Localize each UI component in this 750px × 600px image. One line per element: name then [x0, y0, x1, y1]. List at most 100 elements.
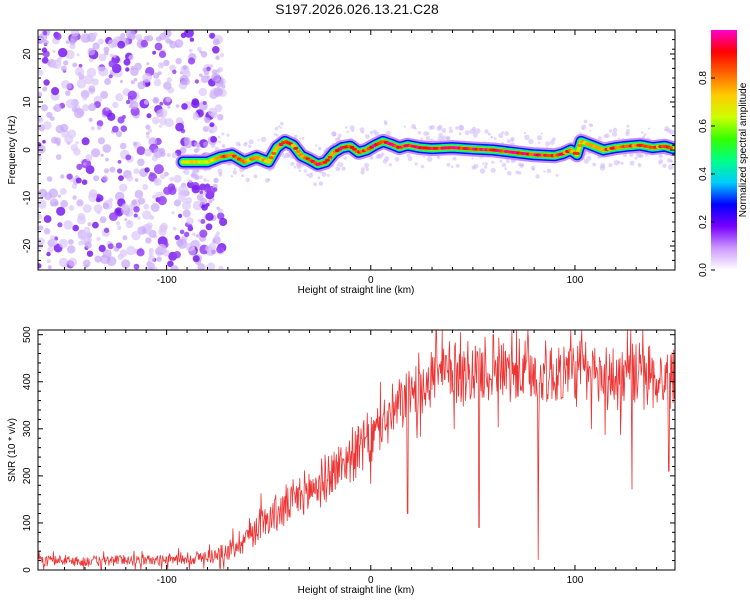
x-tick-label: -100 [157, 575, 177, 586]
noise-point [377, 153, 381, 157]
noise-point [50, 235, 55, 241]
noise-point [441, 128, 447, 133]
noise-point [501, 131, 505, 134]
noise-point [85, 154, 93, 162]
ridge-cell [293, 146, 299, 150]
noise-point [65, 49, 75, 60]
noise-point [499, 159, 503, 163]
noise-point [50, 198, 59, 207]
noise-point [275, 133, 279, 137]
noise-point [491, 160, 495, 164]
noise-point [117, 40, 126, 49]
noise-point [204, 117, 211, 124]
noise-point [209, 64, 214, 68]
noise-point [523, 131, 527, 135]
noise-point [68, 205, 75, 211]
noise-point [92, 32, 98, 38]
noise-point [313, 182, 317, 187]
noise-point [108, 74, 113, 79]
noise-point [543, 170, 546, 173]
noise-point [230, 175, 234, 178]
noise-point [201, 203, 209, 211]
noise-point [38, 237, 45, 246]
noise-point [455, 163, 460, 168]
noise-point [57, 222, 63, 228]
noise-point [70, 34, 78, 43]
ridge-cell [290, 143, 296, 147]
noise-point [608, 163, 613, 168]
snr-y-ticks: 0 100 200 300 400 500 [22, 326, 675, 573]
noise-point [109, 212, 118, 222]
noise-point [194, 174, 199, 180]
noise-point [42, 30, 48, 36]
noise-point [167, 260, 174, 268]
noise-point [200, 51, 208, 58]
noise-point [208, 199, 213, 204]
noise-point [103, 46, 110, 53]
noise-point [95, 197, 101, 203]
noise-point [133, 263, 140, 270]
noise-point [530, 165, 536, 171]
spectrogram-y-axis-label: Frequency (Hz) [7, 116, 18, 185]
noise-point [517, 171, 522, 175]
noise-point [75, 141, 79, 145]
noise-point [68, 239, 74, 245]
noise-point [586, 155, 592, 161]
snr-y-axis-label: SNR (10 * v/v) [7, 418, 18, 482]
noise-point [146, 35, 154, 42]
noise-point [207, 179, 210, 182]
noise-point [210, 143, 216, 148]
noise-point [98, 38, 104, 45]
snr-frame [37, 329, 676, 571]
noise-point [153, 164, 164, 175]
y-tick-label: 400 [22, 373, 33, 390]
noise-point [193, 111, 199, 117]
noise-point [70, 144, 79, 152]
noise-point [38, 91, 43, 98]
noise-point [294, 134, 298, 139]
noise-point [58, 238, 68, 248]
noise-point [41, 104, 48, 112]
noise-point [458, 124, 464, 131]
noise-point [126, 245, 136, 256]
noise-point [97, 66, 101, 70]
noise-point [209, 129, 214, 134]
noise-point [121, 259, 131, 269]
noise-point [75, 177, 82, 184]
noise-point [199, 229, 208, 238]
noise-point [501, 162, 507, 168]
noise-point [343, 156, 347, 160]
noise-point [280, 121, 284, 126]
noise-point [83, 226, 91, 234]
noise-point [213, 177, 219, 183]
noise-point [41, 57, 49, 64]
noise-point [122, 235, 128, 241]
snr-line [38, 330, 675, 570]
noise-point [88, 117, 93, 122]
noise-point [217, 67, 223, 73]
noise-point [528, 138, 534, 145]
noise-point [331, 131, 337, 137]
noise-point [72, 195, 77, 200]
noise-point [218, 172, 223, 177]
noise-point [71, 183, 78, 189]
noise-point [504, 167, 507, 171]
noise-point [191, 99, 200, 109]
noise-point [49, 116, 55, 121]
noise-point [487, 132, 491, 136]
noise-point [351, 129, 355, 133]
noise-point [167, 183, 176, 191]
noise-point [82, 259, 91, 268]
noise-point [57, 156, 61, 160]
noise-point [152, 96, 160, 104]
noise-point [504, 131, 510, 136]
noise-point [103, 227, 110, 233]
noise-point [202, 126, 209, 132]
noise-point [130, 80, 135, 85]
noise-point [189, 37, 195, 42]
noise-point [592, 162, 597, 167]
noise-point [175, 122, 185, 132]
noise-point [337, 133, 342, 138]
noise-point [73, 108, 84, 119]
noise-point [159, 173, 166, 180]
